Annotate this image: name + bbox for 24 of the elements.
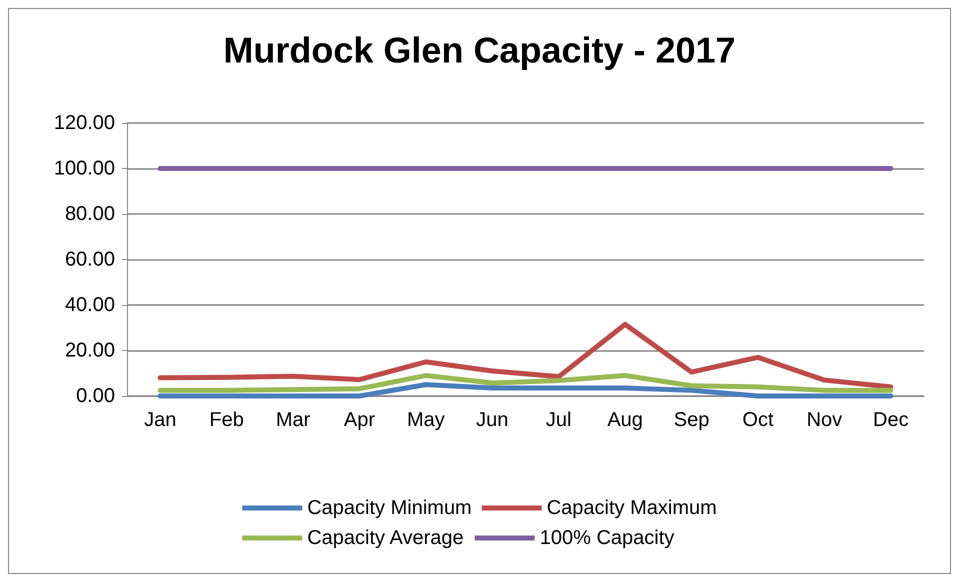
x-tick-label: Aug: [607, 409, 643, 431]
legend-label: Capacity Maximum: [546, 497, 717, 519]
x-tick-label: Feb: [209, 409, 244, 431]
y-tick-label: 20.00: [64, 340, 115, 362]
y-tick-label: 60.00: [64, 248, 115, 270]
x-tick-label: Nov: [806, 409, 842, 431]
y-tick-label: 100.00: [54, 158, 115, 180]
x-tick-label: Jan: [144, 409, 176, 431]
legend-label: 100% Capacity: [540, 527, 674, 549]
chart-title: Murdock Glen Capacity - 2017: [223, 30, 736, 70]
y-tick-label: 40.00: [64, 294, 115, 316]
legend-label: Capacity Average: [307, 527, 464, 549]
x-tick-label: Oct: [742, 409, 774, 431]
x-tick-label: Dec: [873, 409, 909, 431]
x-tick-label: Apr: [344, 409, 376, 431]
x-tick-label: May: [406, 409, 445, 431]
y-tick-label: 80.00: [64, 203, 115, 225]
legend-label: Capacity Minimum: [307, 497, 472, 519]
y-tick-label: 0.00: [76, 385, 115, 407]
x-tick-label: Sep: [674, 409, 710, 431]
y-tick-label: 120.00: [54, 112, 115, 134]
x-tick-label: Mar: [276, 409, 311, 431]
x-tick-label: Jul: [546, 409, 572, 431]
x-tick-label: Jun: [476, 409, 508, 431]
